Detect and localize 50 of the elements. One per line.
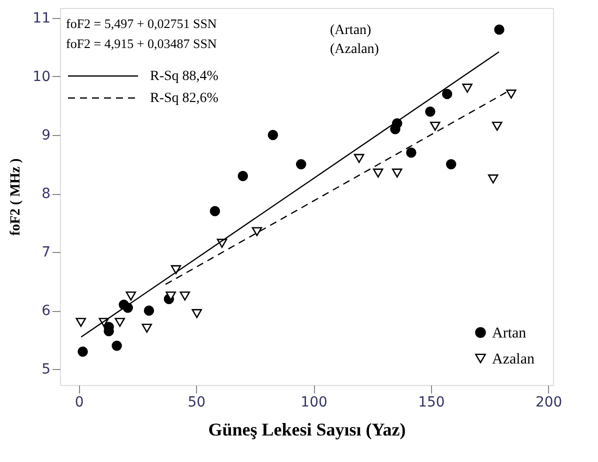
y-tick-label: 11 <box>32 10 50 26</box>
point <box>268 130 278 140</box>
y-tick-label: 9 <box>42 128 50 144</box>
y-tick-label: 7 <box>42 244 50 261</box>
x-tick-label: 150 <box>418 394 445 410</box>
point <box>170 265 182 274</box>
point <box>392 168 402 178</box>
point <box>210 206 220 216</box>
point <box>372 168 384 178</box>
point <box>76 318 86 327</box>
point <box>180 291 190 301</box>
y-tick-label: 10 <box>32 68 50 85</box>
point <box>238 170 248 182</box>
point <box>296 159 306 170</box>
point <box>488 174 498 184</box>
point <box>494 24 504 35</box>
x-tick-label: 200 <box>535 394 562 410</box>
point <box>354 154 364 163</box>
point <box>492 122 502 131</box>
legend-label: Azalan <box>492 352 535 368</box>
point <box>112 340 122 351</box>
annotation: foF2 = 4,915 + 0,03487 SSN <box>66 36 218 51</box>
point <box>430 122 440 131</box>
annotation: (Artan) <box>330 23 372 38</box>
y-tick-label: 5 <box>42 362 50 378</box>
point <box>406 147 416 158</box>
y-axis-title: foF2 ( MHz ) <box>8 158 24 236</box>
point <box>446 159 456 170</box>
y-tick-label: 8 <box>42 186 50 202</box>
x-tick-label: 0 <box>74 394 84 410</box>
annotation: (Azalan) <box>330 42 380 57</box>
point <box>425 106 436 117</box>
legend-label: R-Sq 88,4% <box>150 69 219 84</box>
point <box>252 227 262 236</box>
x-tick-label: 50 <box>188 394 206 410</box>
x-axis-title: Güneş Lekesi Sayısı (Yaz) <box>208 420 406 440</box>
point <box>142 324 152 333</box>
point <box>462 84 472 93</box>
point <box>192 309 202 318</box>
point <box>78 346 88 357</box>
point <box>442 88 452 100</box>
y-tick-label: 6 <box>42 303 51 320</box>
x-tick-label: 100 <box>300 394 328 410</box>
point <box>114 318 125 327</box>
legend-label: Artan <box>492 326 527 342</box>
legend-label: R-Sq 82,6% <box>150 91 219 106</box>
point <box>126 291 136 301</box>
point <box>506 90 516 99</box>
point <box>144 306 154 316</box>
annotation: foF2 = 5,497 + 0,02751 SSN <box>66 16 218 31</box>
